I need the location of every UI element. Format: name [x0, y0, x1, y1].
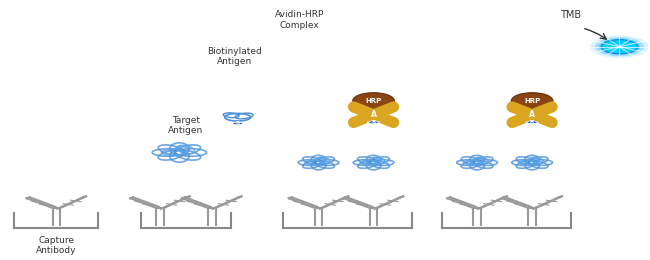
Circle shape	[512, 93, 552, 109]
Text: HRP: HRP	[365, 98, 382, 104]
Text: HRP: HRP	[524, 98, 540, 104]
Circle shape	[601, 40, 638, 54]
Text: A: A	[529, 110, 535, 119]
Polygon shape	[231, 122, 244, 125]
Circle shape	[353, 93, 395, 109]
Text: B: B	[371, 120, 376, 125]
Text: Capture
Antibody: Capture Antibody	[36, 236, 77, 255]
Text: A: A	[370, 110, 376, 119]
Text: B: B	[530, 120, 534, 125]
Circle shape	[599, 39, 640, 55]
Text: TMB: TMB	[560, 10, 582, 20]
Polygon shape	[367, 120, 380, 124]
Polygon shape	[526, 120, 539, 124]
Text: Target
Antigen: Target Antigen	[168, 116, 203, 135]
Circle shape	[595, 37, 644, 56]
Text: B: B	[235, 121, 240, 126]
Text: Biotinylated
Antigen: Biotinylated Antigen	[207, 47, 262, 66]
Text: Avidin-HRP
Complex: Avidin-HRP Complex	[274, 10, 324, 30]
Circle shape	[590, 35, 649, 58]
